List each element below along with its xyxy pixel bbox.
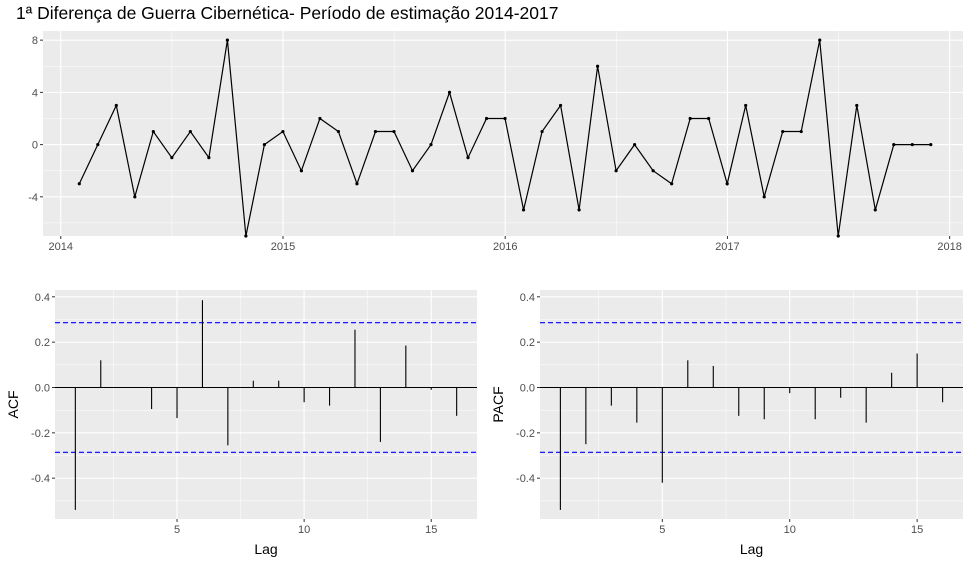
panel-2-x-tick-label: 10 (784, 524, 796, 536)
panel-2-x-tick-label: 5 (659, 524, 665, 536)
panel-1-y-tick-label: -0.4 (31, 473, 50, 485)
series-point (762, 195, 766, 199)
panel-0-x-tick-label: 2018 (937, 241, 961, 253)
series-point (151, 129, 155, 134)
series-point (873, 208, 877, 212)
series-point (558, 103, 563, 108)
series-point (781, 129, 785, 134)
series-point (392, 129, 396, 134)
panel-2-y-tick-label: 0.0 (520, 382, 535, 394)
panel-1-x-tick-label: 10 (298, 524, 310, 536)
chart-title: 1ª Diferença de Guerra Cibernética- Perí… (16, 3, 559, 23)
series-point (484, 116, 489, 121)
series-point (170, 156, 174, 160)
panel-1-y-axis-label: ACF (5, 391, 21, 419)
series-point (688, 116, 692, 121)
series-point (299, 169, 304, 173)
panel-0-y-tick-label: 4 (32, 87, 38, 99)
series-point (133, 195, 137, 199)
series-point (540, 129, 544, 134)
series-point (670, 182, 674, 186)
series-point (725, 182, 729, 186)
panel-1-x-tick-label: 15 (425, 524, 437, 536)
series-point (447, 90, 452, 94)
series-point (373, 129, 378, 134)
panel-0-x-tick-label: 2015 (271, 241, 295, 253)
panel-1-y-tick-label: -0.2 (31, 428, 50, 440)
series-point (336, 129, 341, 134)
panel-0-y-tick-label: 0 (32, 140, 38, 152)
panel-1-y-tick-label: 0.2 (35, 337, 50, 349)
panel-2-y-tick-label: -0.2 (516, 428, 535, 440)
series-point (521, 208, 526, 212)
series-point (929, 142, 933, 147)
panel-0-x-tick-label: 2017 (715, 241, 739, 253)
panel-1-background (55, 290, 477, 519)
series-point (114, 103, 118, 108)
panel-1-x-tick-label: 5 (174, 524, 180, 536)
series-point (651, 169, 655, 173)
panel-0-y-tick-label: -4 (28, 192, 38, 204)
series-point (707, 116, 711, 121)
panel-1-y-tick-label: 0.4 (35, 292, 50, 304)
series-point (188, 129, 192, 134)
series-point (577, 208, 581, 212)
series-point (633, 142, 637, 147)
series-point (596, 64, 600, 68)
panel-2-x-axis-label: Lag (740, 541, 763, 557)
series-point (614, 169, 618, 173)
panel-0-x-tick-label: 2016 (493, 241, 517, 253)
series-point (429, 142, 433, 147)
series-point (96, 142, 100, 147)
series-point (225, 38, 229, 42)
panel-2-y-tick-label: 0.4 (520, 292, 535, 304)
panel-2-y-tick-label: 0.2 (520, 337, 535, 349)
series-point (818, 38, 822, 42)
series-point (855, 103, 859, 108)
series-point (318, 116, 322, 121)
panel-2-x-tick-label: 15 (911, 524, 923, 536)
series-point (207, 156, 211, 160)
series-point (466, 156, 470, 160)
panel-1-y-tick-label: 0.0 (35, 382, 50, 394)
series-point (281, 129, 285, 134)
series-point (799, 129, 803, 134)
series-point (244, 234, 248, 238)
series-point (836, 234, 840, 238)
series-point (262, 142, 266, 147)
series-point (77, 182, 81, 186)
panel-1-x-axis-label: Lag (254, 541, 277, 557)
panel-2-y-axis-label: PACF (490, 386, 506, 422)
series-point (355, 182, 359, 186)
panel-2-background (540, 290, 963, 519)
series-point (410, 169, 415, 173)
series-point (744, 103, 748, 108)
panel-0-background (43, 31, 963, 236)
panel-2-y-tick-label: -0.4 (516, 473, 535, 485)
series-point (910, 142, 914, 147)
panel-0-x-tick-label: 2014 (49, 241, 73, 253)
panel-0-y-tick-label: 8 (32, 35, 38, 47)
series-point (503, 116, 507, 121)
series-point (892, 142, 896, 147)
